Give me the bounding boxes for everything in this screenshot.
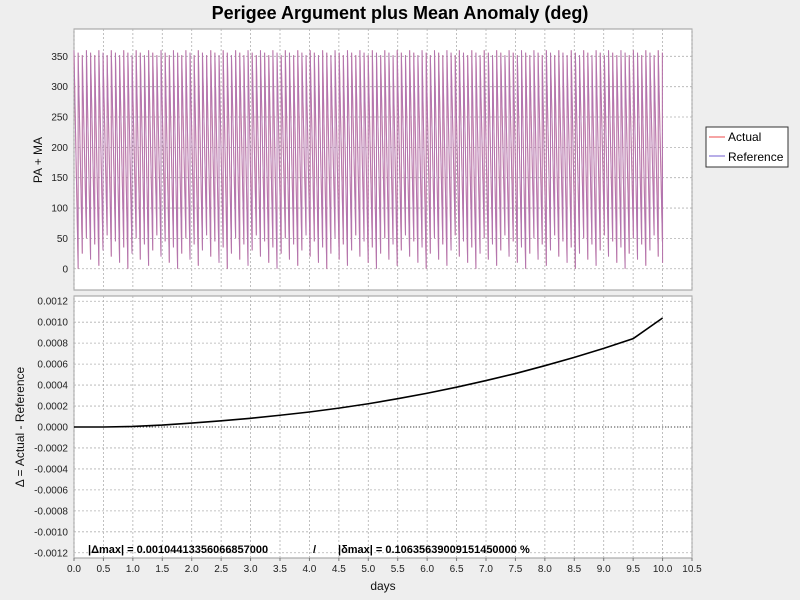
x-tick-label: 4.0 [302,564,316,575]
bottom-y-tick-label: 0.0000 [37,423,68,434]
bottom-y-tick-label: 0.0008 [37,339,68,350]
legend-box [705,126,789,168]
series-delta-line [74,317,664,428]
x-tick-label: 8.0 [538,564,552,575]
x-tick-label: 2.0 [185,564,199,575]
legend: Actual Reference [705,126,789,168]
x-tick-label: 1.0 [126,564,140,575]
x-tick-label: 7.5 [508,564,522,575]
x-tick-label: 9.0 [597,564,611,575]
x-tick-label: 5.0 [361,564,375,575]
x-tick-label: 1.5 [155,564,169,575]
x-tick-label: 0.5 [96,564,110,575]
bottom-y-tick-label: -0.0012 [34,548,68,559]
legend-label-reference: Reference [728,150,784,164]
bottom-y-tick-label: 0.0002 [37,402,68,413]
annotation-separator: / [313,544,316,556]
x-tick-label: 9.5 [626,564,640,575]
bottom-y-axis-label: Δ = Actual - Reference [13,366,27,487]
x-tick-label: 8.5 [567,564,581,575]
bottom-y-tick-label: 0.0012 [37,297,68,308]
bottom-y-tick-label: 0.0006 [37,360,68,371]
top-y-tick-label: 100 [51,204,68,215]
x-tick-label: 0.0 [67,564,81,575]
x-tick-label: 6.5 [450,564,464,575]
x-tick-label: 2.5 [214,564,228,575]
top-y-axis-label: PA + MA [31,137,45,183]
top-y-tick-label: 350 [51,52,68,63]
top-y-tick-label: 50 [57,234,69,245]
top-y-tick-label: 200 [51,143,68,154]
bottom-y-tick-label: 0.0010 [37,318,68,329]
top-y-tick-label: 250 [51,113,68,124]
legend-label-actual: Actual [728,130,761,144]
delta-max-annotation: |Δmax| = 0.00104413356066857000 [88,544,268,556]
x-tick-label: 10.0 [653,564,673,575]
bottom-y-tick-label: -0.0004 [34,464,68,475]
bottom-y-tick-label: 0.0004 [37,381,68,392]
bottom-y-tick-label: -0.0008 [34,506,68,517]
x-tick-label: 5.5 [391,564,405,575]
x-ticks: 0.0 0.5 1.0 1.5 2.0 2.5 3.0 3.5 4.0 4.5 5.0 5.5 6.0 6… [67,558,702,575]
top-y-tick-label: 0 [62,264,68,275]
x-axis-label: days [370,579,395,593]
bottom-y-tick-label: -0.0002 [34,443,68,454]
top-y-tick-label: 150 [51,173,68,184]
x-tick-label: 7.0 [479,564,493,575]
relative-max-annotation: |δmax| = 0.10635639009151450000 % [338,544,530,556]
top-series [73,50,664,269]
series-reference-line [73,50,664,269]
bottom-y-tick-label: -0.0006 [34,485,68,496]
top-y-ticks: 0 50 100 150 200 250 300 350 [51,52,68,275]
x-tick-label: 3.0 [244,564,258,575]
bottom-series [74,317,664,428]
x-tick-label: 4.5 [332,564,346,575]
chart-title: Perigee Argument plus Mean Anomaly (deg) [212,3,589,23]
x-tick-label: 6.0 [420,564,434,575]
x-tick-label: 10.5 [682,564,702,575]
bottom-y-tick-label: -0.0010 [34,527,68,538]
bottom-y-ticks: 0.0012 0.0010 0.0008 0.0006 0.0004 0.0002 0.00… [34,297,68,560]
top-y-tick-label: 300 [51,82,68,93]
x-tick-label: 3.5 [273,564,287,575]
bottom-grid [73,296,693,558]
